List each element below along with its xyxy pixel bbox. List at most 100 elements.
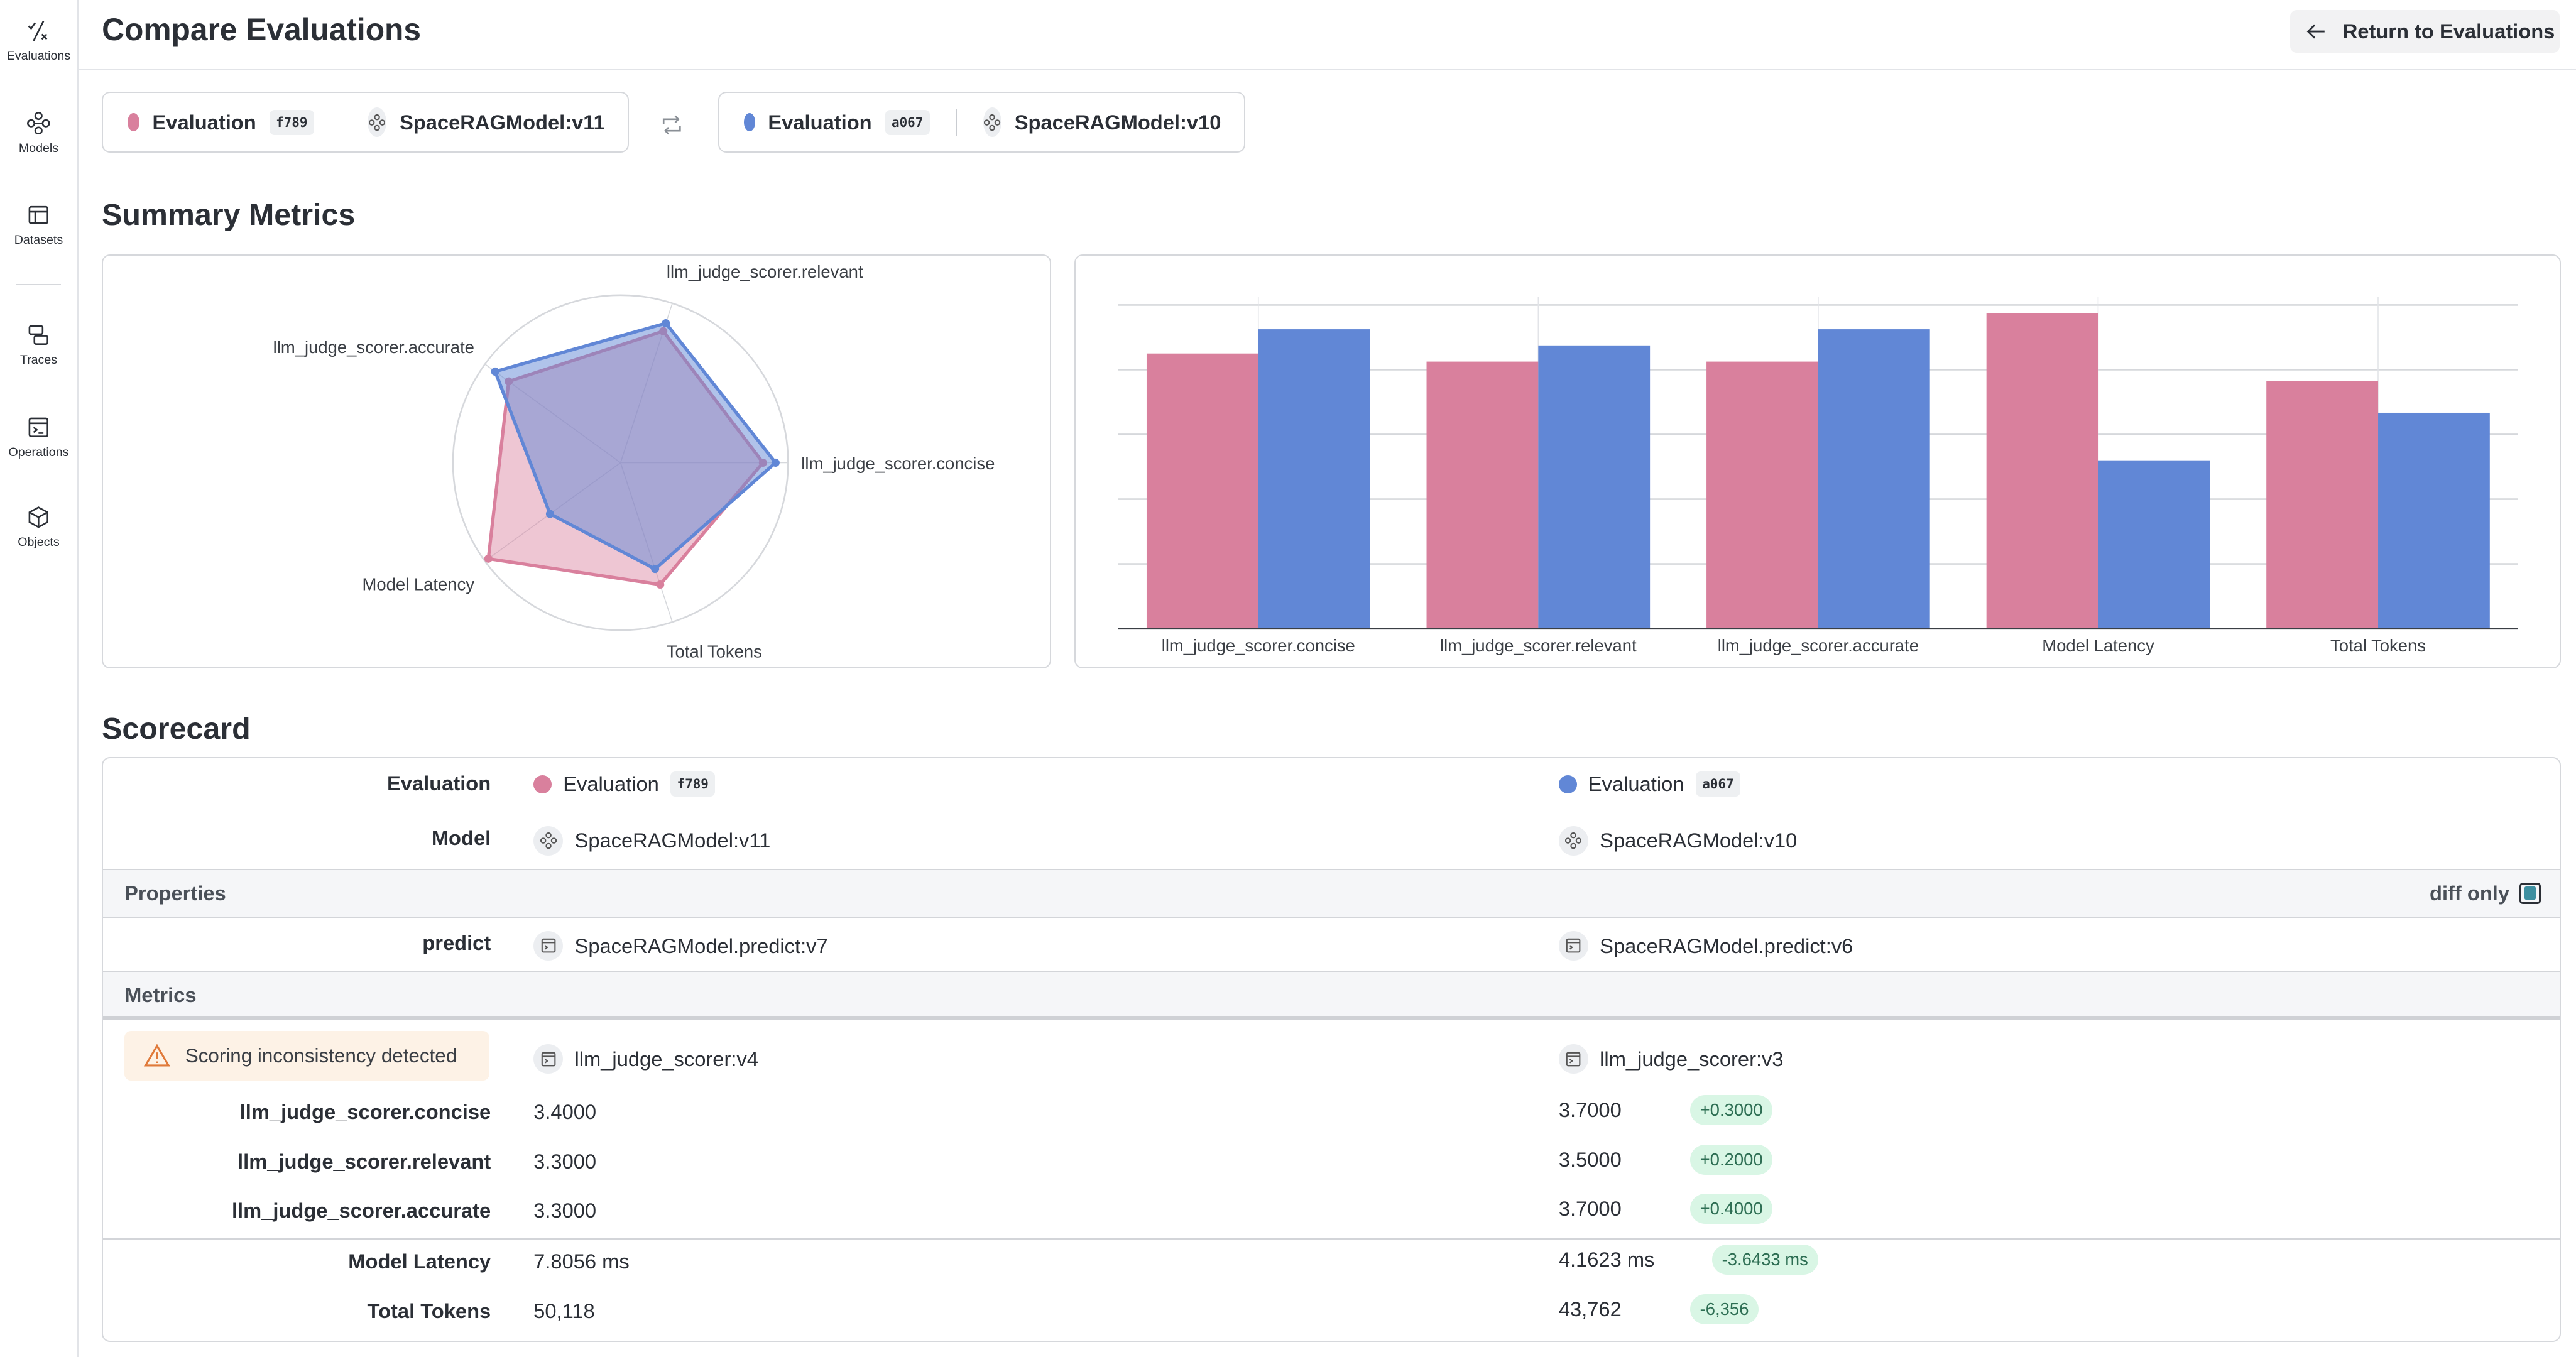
sidebar-item-label: Traces [19, 353, 58, 368]
sidebar-item-evaluations[interactable]: Evaluations [0, 19, 77, 63]
sidebar-item-label: Models [18, 141, 59, 155]
scorer-name: llm_judge_scorer:v3 [1600, 1047, 1784, 1071]
x-tick-label: llm_judge_scorer.concise [1162, 636, 1355, 655]
metric-name: llm_judge_scorer.accurate [231, 1199, 491, 1223]
model-name: SpaceRAGModel:v10 [1600, 829, 1798, 853]
diff-only-toggle[interactable]: diff only [2430, 881, 2541, 905]
return-to-evaluations-button[interactable]: Return to Evaluations [2290, 9, 2560, 53]
value: 4.1623 ms [1558, 1248, 1655, 1272]
sidebar-item-objects[interactable]: Objects [0, 506, 77, 550]
operation-icon [533, 1044, 564, 1074]
model-icon [368, 107, 387, 138]
section-label: Metrics [124, 983, 197, 1007]
eval-label: Evaluation [152, 110, 256, 134]
model-icon [983, 107, 1001, 138]
scorer-b[interactable]: llm_judge_scorer:v3 [1558, 1044, 1784, 1074]
metric-value-a: 3.3000 [533, 1199, 608, 1223]
eval-color-dot [533, 775, 552, 793]
metric-value-a: 3.3000 [533, 1150, 608, 1174]
eval-label: Evaluation [768, 110, 872, 134]
evaluation-b[interactable]: Evaluation a067 [1558, 771, 1740, 797]
sidebar-item-label: Datasets [14, 233, 63, 248]
properties-section-header: Properties diff only [103, 868, 2560, 918]
metric-name: Model Latency [348, 1250, 491, 1273]
x-tick-label: llm_judge_scorer.relevant [1440, 636, 1637, 655]
sidebar-item-models[interactable]: Models [0, 111, 77, 156]
sidebar-item-operations[interactable]: Operations [0, 416, 77, 460]
model-b[interactable]: SpaceRAGModel:v10 [1558, 826, 1798, 856]
radar-series-b [493, 322, 778, 571]
x-tick-label: Model Latency [2042, 636, 2154, 655]
radar-axis-label: llm_judge_scorer.accurate [273, 337, 474, 357]
sidebar-item-datasets[interactable]: Datasets [0, 204, 77, 248]
bar-b [2098, 460, 2210, 629]
eval-label: Evaluation [563, 772, 659, 796]
scorecard-heading: Scorecard [102, 712, 251, 746]
scorer-a[interactable]: llm_judge_scorer:v4 [533, 1044, 758, 1074]
metric-name: Total Tokens [367, 1299, 491, 1322]
bar-chart-card: llm_judge_scorer.concise llm_judge_scorer… [1074, 254, 2562, 669]
bar-a [1147, 353, 1258, 629]
model-icon [1558, 826, 1588, 856]
scorecard-table: Evaluation Evaluation f789 Evaluation a067… [102, 757, 2562, 1343]
eval-id-tag: a067 [885, 109, 930, 135]
bar-a [1986, 313, 2098, 629]
value: 3.7000 [1558, 1098, 1622, 1122]
x-tick-label: Total Tokens [2330, 636, 2426, 655]
bar-a [1426, 361, 1539, 629]
model-name[interactable]: SpaceRAGModel:v10 [1014, 110, 1221, 134]
radar-point [651, 565, 660, 574]
evaluation-selector-b[interactable]: Evaluation a067 SpaceRAGModel:v10 [718, 92, 1245, 153]
radar-axis-label: Model Latency [363, 575, 475, 594]
bar-b [1258, 329, 1370, 629]
header-divider [79, 68, 2576, 70]
value: 7.8056 ms [533, 1250, 630, 1273]
arrow-left-icon [2306, 24, 2325, 39]
traces-icon [28, 325, 49, 346]
swap-icon [663, 115, 681, 135]
eval-label: Evaluation [1588, 772, 1684, 796]
evaluations-icon [28, 21, 48, 41]
scorer-row: Scoring inconsistency detected llm_judge… [103, 1022, 2560, 1091]
radar-axis-label: llm_judge_scorer.relevant [667, 262, 863, 281]
metric-value-b: 3.5000 +0.2000 [1558, 1144, 1773, 1175]
evaluation-a[interactable]: Evaluation f789 [533, 771, 716, 797]
bar-a [1706, 361, 1818, 629]
bar-b [2378, 413, 2490, 629]
eval-id-tag: f789 [269, 109, 314, 135]
radar-point [662, 319, 670, 328]
metric-value-b: 3.7000 +0.3000 [1558, 1095, 1773, 1126]
evaluation-selector-a[interactable]: Evaluation f789 SpaceRAGModel:v11 [102, 92, 630, 153]
eval-id-tag: f789 [670, 771, 716, 797]
operation-icon [533, 930, 564, 961]
value: 3.3000 [533, 1199, 597, 1223]
swap-evaluations-button[interactable] [660, 112, 684, 142]
metric-name: llm_judge_scorer.concise [239, 1100, 491, 1124]
sidebar-item-label: Operations [8, 445, 69, 459]
metric-value-a: 7.8056 ms [533, 1250, 630, 1273]
summary-metrics-heading: Summary Metrics [102, 197, 356, 232]
divider [956, 109, 958, 136]
value: 3.5000 [1558, 1147, 1622, 1171]
sidebar-item-traces[interactable]: Traces [0, 324, 77, 368]
row-label: Evaluation [386, 771, 491, 795]
x-tick-label: llm_judge_scorer.accurate [1718, 636, 1919, 655]
eval-color-dot [128, 113, 139, 132]
eval-id-tag: a067 [1695, 771, 1740, 797]
model-name[interactable]: SpaceRAGModel:v11 [400, 110, 605, 134]
scorer-name: llm_judge_scorer:v4 [574, 1047, 758, 1071]
delta-badge: +0.3000 [1689, 1095, 1773, 1126]
sidebar-item-label: Objects [18, 535, 60, 550]
predict-b[interactable]: SpaceRAGModel.predict:v6 [1558, 930, 1853, 961]
return-label: Return to Evaluations [2342, 19, 2555, 43]
radar-axis-label: llm_judge_scorer.concise [801, 454, 995, 473]
predict-a[interactable]: SpaceRAGModel.predict:v7 [533, 930, 828, 961]
model-a[interactable]: SpaceRAGModel:v11 [533, 826, 770, 856]
value: 50,118 [533, 1299, 595, 1322]
value: 3.7000 [1558, 1197, 1622, 1221]
diff-only-checkbox[interactable] [2519, 882, 2541, 905]
metric-value-b: 4.1623 ms -3.6433 ms [1559, 1245, 1818, 1275]
model-name: SpaceRAGModel:v11 [574, 829, 771, 853]
radar-chart-card: llm_judge_scorer.concise llm_judge_scorer… [102, 254, 1052, 669]
radar-point [771, 459, 780, 467]
